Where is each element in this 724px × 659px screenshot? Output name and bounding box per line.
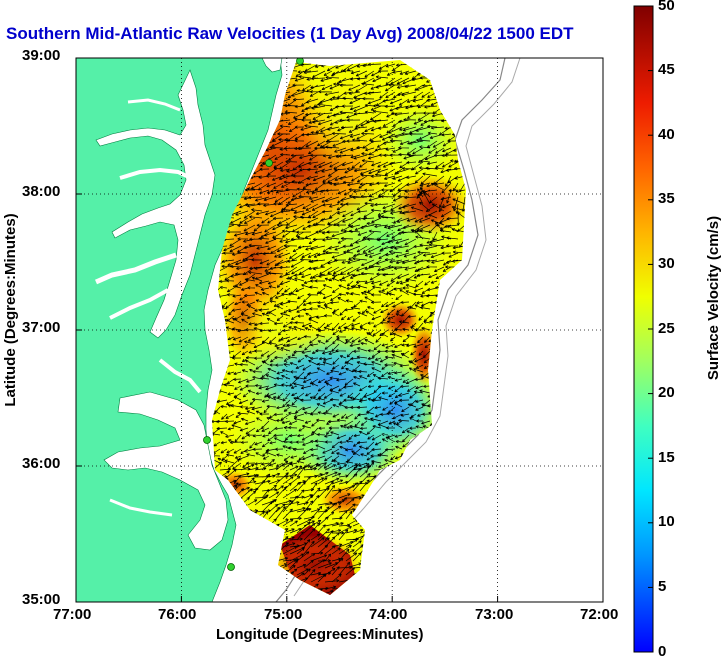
colorbar-tick-label: 25 [658, 320, 675, 337]
colorbar-tick-label: 35 [658, 190, 675, 207]
velocity-field [212, 60, 466, 595]
river-2 [109, 288, 169, 320]
y-tick-label: 39:00 [22, 47, 61, 64]
colorbar-tick-label: 30 [658, 255, 675, 272]
x-tick-label: 72:00 [580, 606, 619, 623]
colorbar-label: Surface Velocity (cm/s) [705, 216, 722, 380]
colorbar-tick-label: 10 [658, 513, 675, 530]
y-tick-label: 36:00 [22, 455, 61, 472]
y-axis-label: Latitude (Degrees:Minutes) [2, 213, 19, 406]
river-4 [127, 98, 181, 112]
bathymetry-contour-2 [293, 58, 521, 597]
chesapeake-bay [95, 69, 216, 339]
grid-lines [76, 58, 603, 602]
colorbar-tick-label: 5 [658, 578, 667, 595]
colorbar-tick-label: 15 [658, 449, 675, 466]
x-tick-label: 75:00 [264, 606, 303, 623]
colorbar-tick-label: 20 [658, 384, 675, 401]
figure-title: Southern Mid-Atlantic Raw Velocities (1 … [6, 24, 574, 43]
x-tick-label: 77:00 [53, 606, 92, 623]
y-tick-label: 38:00 [22, 183, 61, 200]
sound-inlet [158, 358, 202, 394]
station-markers [203, 58, 304, 571]
y-tick-label: 35:00 [22, 591, 61, 608]
river-3 [119, 167, 196, 182]
delaware-bay [261, 58, 283, 73]
pamlico-sound [103, 391, 229, 551]
river-1 [94, 252, 177, 285]
x-axis-label: Longitude (Degrees:Minutes) [216, 626, 424, 643]
y-tick-label: 37:00 [22, 319, 61, 336]
x-tick-label: 76:00 [158, 606, 197, 623]
x-tick-label: 74:00 [369, 606, 408, 623]
x-tick-label: 73:00 [475, 606, 514, 623]
colorbar-tick-label: 45 [658, 61, 675, 78]
colorbar-tick-label: 0 [658, 643, 667, 659]
colorbar-tick-label: 50 [658, 0, 675, 14]
colorbar-tick-label: 40 [658, 126, 675, 143]
tick-marks [76, 193, 499, 602]
sound-inlet-2 [109, 498, 173, 517]
colorbar-ticks [648, 5, 653, 653]
